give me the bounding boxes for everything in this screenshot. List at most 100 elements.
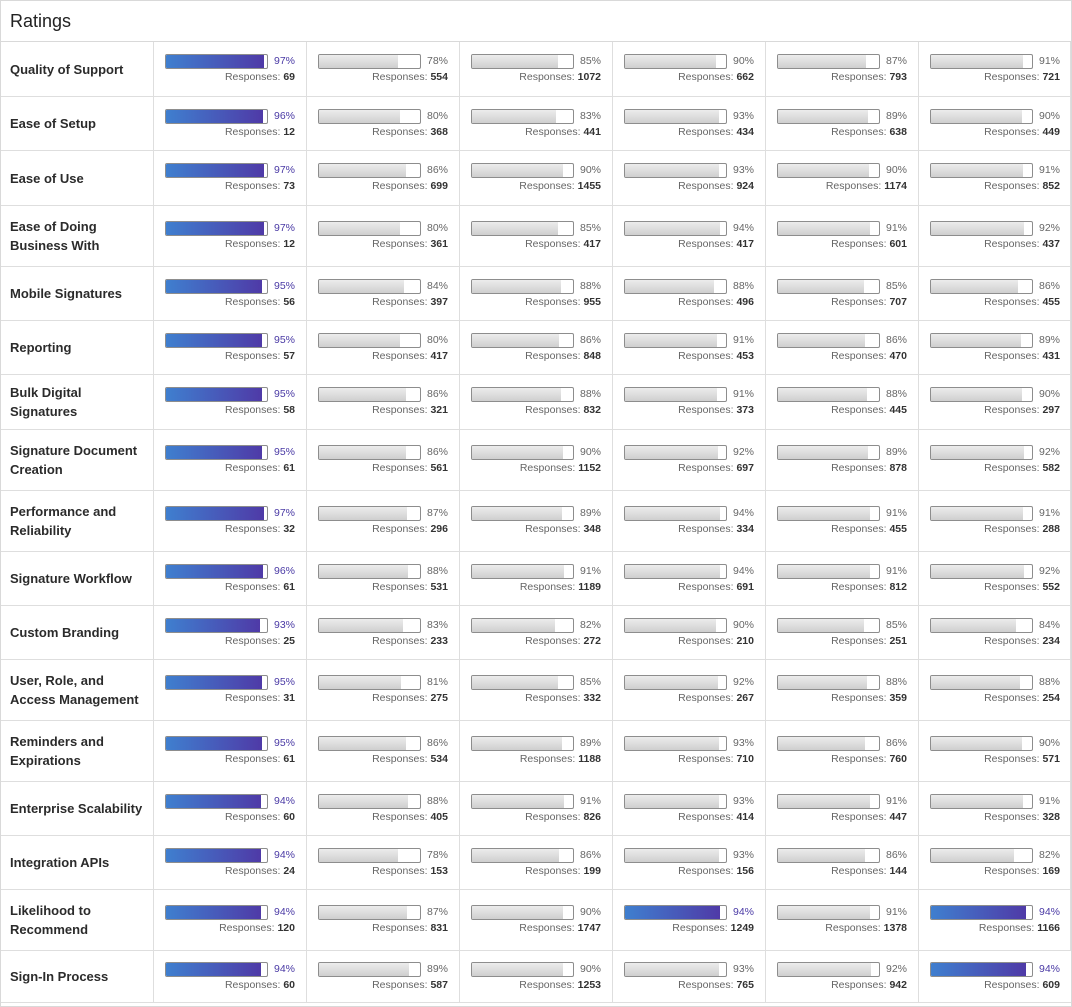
score-bar bbox=[318, 905, 421, 920]
responses-number: 552 bbox=[1042, 580, 1060, 593]
rating-metric: 93% Responses: 924 bbox=[624, 163, 754, 193]
rating-metric: 89% Responses: 587 bbox=[318, 961, 448, 992]
rating-category-label: User, Role, and Access Management bbox=[1, 660, 154, 721]
score-percent: 90% bbox=[1038, 737, 1060, 749]
rating-metric: 86% Responses: 699 bbox=[318, 163, 448, 193]
responses-count: Responses: 534 bbox=[372, 753, 448, 766]
score-bar bbox=[777, 847, 880, 863]
responses-count: Responses: 144 bbox=[831, 865, 907, 878]
responses-number: 60 bbox=[283, 810, 295, 823]
score-bar-fill-highlight bbox=[166, 109, 263, 123]
responses-count: Responses: 297 bbox=[984, 404, 1060, 417]
responses-count: Responses: 414 bbox=[678, 811, 754, 824]
score-percent: 97% bbox=[273, 222, 295, 234]
score-bar-fill bbox=[472, 906, 563, 919]
rating-metric: 90% Responses: 1747 bbox=[471, 905, 601, 935]
score-bar bbox=[165, 506, 268, 521]
rating-score-cell: 86% Responses: 144 bbox=[766, 836, 919, 890]
score-bar bbox=[624, 617, 727, 633]
score-bar bbox=[318, 108, 421, 124]
rating-score-cell: 88% Responses: 254 bbox=[919, 660, 1071, 721]
score-bar bbox=[777, 445, 880, 460]
responses-label: Responses: bbox=[372, 753, 428, 765]
responses-label: Responses: bbox=[224, 864, 281, 877]
score-bar-fill bbox=[931, 507, 1023, 520]
responses-label: Responses: bbox=[984, 238, 1040, 250]
rating-metric: 86% Responses: 470 bbox=[777, 332, 907, 363]
rating-score-cell: 91% Responses: 373 bbox=[613, 375, 766, 430]
score-bar-fill-highlight bbox=[166, 388, 262, 401]
rating-score-cell: 87% Responses: 831 bbox=[307, 890, 460, 951]
rating-score-cell: 89% Responses: 348 bbox=[460, 491, 613, 552]
rating-metric: 85% Responses: 707 bbox=[777, 278, 907, 309]
responses-label: Responses: bbox=[224, 580, 281, 593]
rating-category-label: Ease of Doing Business With bbox=[1, 206, 154, 267]
score-bar-fill bbox=[319, 564, 408, 578]
rating-metric: 94% Responses: 1166 bbox=[930, 905, 1060, 935]
score-percent: 86% bbox=[426, 388, 448, 400]
rating-score-cell: 86% Responses: 199 bbox=[460, 836, 613, 890]
score-bar-fill bbox=[472, 388, 561, 401]
rating-score-cell: 84% Responses: 234 bbox=[919, 606, 1071, 660]
score-bar-fill-highlight bbox=[166, 962, 261, 976]
rating-metric: 86% Responses: 455 bbox=[930, 278, 1060, 309]
score-bar bbox=[624, 847, 727, 863]
responses-label: Responses: bbox=[224, 180, 281, 192]
score-bar-fill bbox=[472, 962, 563, 976]
responses-label: Responses: bbox=[984, 692, 1040, 704]
score-bar bbox=[777, 54, 880, 69]
rating-score-cell: 89% Responses: 638 bbox=[766, 97, 919, 151]
score-bar bbox=[318, 387, 421, 402]
score-bar bbox=[471, 221, 574, 236]
responses-label: Responses: bbox=[525, 523, 581, 535]
rating-metric: 88% Responses: 359 bbox=[777, 675, 907, 705]
score-percent: 86% bbox=[426, 737, 448, 749]
responses-count: Responses: 1455 bbox=[519, 180, 601, 193]
score-bar bbox=[318, 793, 421, 809]
score-percent: 91% bbox=[885, 794, 907, 807]
score-bar-fill bbox=[625, 279, 714, 293]
rating-metric: 90% Responses: 1455 bbox=[471, 163, 601, 193]
score-bar bbox=[624, 163, 727, 178]
score-bar bbox=[930, 108, 1033, 124]
score-bar bbox=[777, 108, 880, 124]
score-bar-fill bbox=[472, 507, 562, 520]
responses-number: 417 bbox=[430, 349, 448, 362]
score-percent: 91% bbox=[1038, 55, 1060, 67]
responses-count: Responses: 405 bbox=[372, 811, 448, 824]
score-percent: 96% bbox=[273, 564, 295, 577]
score-percent: 90% bbox=[579, 962, 601, 975]
responses-number: 69 bbox=[283, 71, 295, 83]
rating-category-label: Likelihood to Recommend bbox=[1, 890, 154, 951]
responses-number: 453 bbox=[736, 349, 754, 362]
score-percent: 91% bbox=[732, 388, 754, 400]
score-percent: 95% bbox=[273, 446, 295, 458]
responses-count: Responses: 691 bbox=[678, 581, 754, 594]
score-percent: 86% bbox=[579, 848, 601, 861]
responses-label: Responses: bbox=[678, 180, 734, 192]
responses-number: 609 bbox=[1042, 978, 1060, 991]
rating-category-label: Bulk Digital Signatures bbox=[1, 375, 154, 430]
responses-label: Responses: bbox=[831, 523, 887, 535]
score-bar bbox=[930, 736, 1033, 751]
score-bar-fill bbox=[625, 794, 719, 808]
rating-score-cell: 90% Responses: 449 bbox=[919, 97, 1071, 151]
rating-score-cell: 92% Responses: 437 bbox=[919, 206, 1071, 267]
responses-count: Responses: 321 bbox=[372, 404, 448, 417]
responses-count: Responses: 417 bbox=[678, 238, 754, 251]
score-bar-fill-highlight bbox=[166, 55, 264, 68]
score-bar bbox=[777, 387, 880, 402]
rating-metric: 94% Responses: 417 bbox=[624, 221, 754, 251]
score-percent: 94% bbox=[273, 906, 295, 918]
responses-count: Responses: 552 bbox=[984, 581, 1060, 594]
score-bar-fill bbox=[778, 737, 865, 750]
responses-label: Responses: bbox=[224, 125, 281, 138]
rating-metric: 86% Responses: 760 bbox=[777, 736, 907, 766]
score-percent: 92% bbox=[732, 676, 754, 688]
responses-number: 321 bbox=[430, 404, 448, 416]
rating-metric: 87% Responses: 831 bbox=[318, 905, 448, 935]
rating-metric: 97% Responses: 32 bbox=[165, 506, 295, 536]
rating-metric: 81% Responses: 275 bbox=[318, 675, 448, 705]
score-bar-fill bbox=[931, 222, 1024, 235]
